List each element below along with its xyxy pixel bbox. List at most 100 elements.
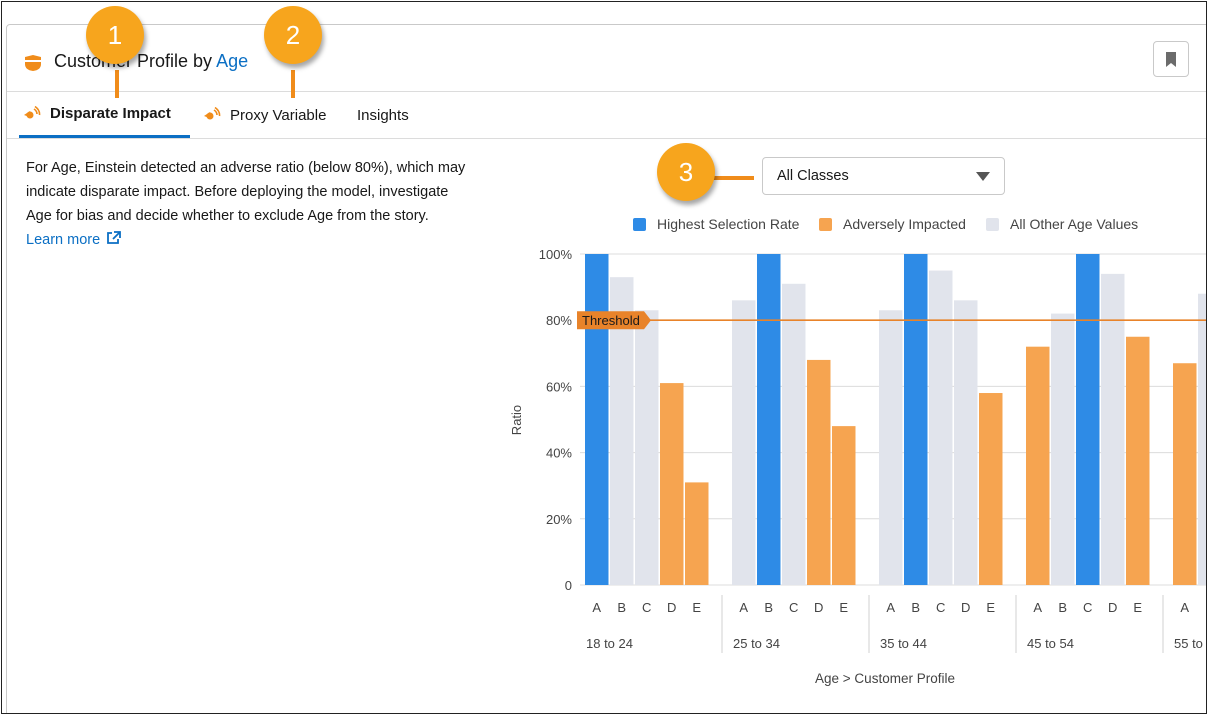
- bar-other: [1101, 273, 1125, 585]
- legend-label: All Other Age Values: [1010, 216, 1139, 232]
- bar-adverse: [832, 426, 856, 585]
- bar-adverse: [660, 383, 684, 585]
- group-label: 18 to 24: [586, 636, 633, 651]
- tab-insights[interactable]: Insights: [357, 92, 409, 138]
- selected-class: All Classes: [777, 168, 849, 184]
- x-tick-label: E: [692, 600, 701, 615]
- callout-pointer: [115, 70, 119, 98]
- bar-adverse: [1173, 363, 1197, 585]
- x-tick-label: C: [642, 600, 651, 615]
- legend-swatch: [819, 217, 832, 231]
- x-axis-label: Age > Customer Profile: [815, 671, 955, 686]
- bar-other: [879, 310, 903, 585]
- bar-other: [929, 270, 953, 585]
- y-tick-label: 60%: [546, 379, 572, 394]
- callout-pointer: [712, 176, 754, 180]
- callout-pointer: [291, 70, 295, 98]
- bar-other: [954, 300, 978, 585]
- callout-number: 2: [285, 19, 301, 50]
- bookmark-icon: [1166, 52, 1176, 67]
- threshold-label: Threshold: [582, 313, 640, 328]
- tab-label: Disparate Impact: [50, 105, 171, 122]
- x-tick-label: A: [886, 600, 895, 615]
- y-tick-label: 100%: [539, 247, 573, 262]
- legend-label: Highest Selection Rate: [657, 216, 800, 232]
- description-body: For Age, Einstein detected an adverse ra…: [26, 160, 466, 224]
- title-variable-link[interactable]: Age: [216, 51, 249, 71]
- x-tick-label: E: [986, 600, 995, 615]
- x-tick-label: A: [1180, 600, 1189, 615]
- bar-highest: [904, 254, 928, 585]
- x-tick-label: A: [1033, 600, 1042, 615]
- bar-other: [732, 300, 756, 585]
- y-tick-label: 80%: [546, 313, 572, 328]
- x-tick-label: B: [617, 600, 626, 615]
- bar-adverse: [807, 359, 831, 585]
- x-tick-label: E: [1133, 600, 1142, 615]
- x-tick-label: D: [814, 600, 823, 615]
- x-tick-label: E: [839, 600, 848, 615]
- x-tick-label: B: [1058, 600, 1067, 615]
- bar-highest: [1076, 254, 1100, 585]
- bar-other: [1051, 313, 1075, 585]
- y-axis-label: Ratio: [509, 405, 524, 435]
- bar-highest: [757, 254, 781, 585]
- x-tick-label: D: [1108, 600, 1117, 615]
- tab-label: Proxy Variable: [230, 106, 327, 124]
- external-link-icon: [107, 231, 122, 244]
- x-tick-label: D: [667, 600, 676, 615]
- disparate-impact-chart: 0 20% 40% 60% 80% 100% Ratio A B C D E 18 to 24 A B C D E…: [509, 247, 1206, 686]
- bookmark-button[interactable]: [1153, 41, 1189, 77]
- x-tick-label: C: [936, 600, 945, 615]
- legend-item-highest: Highest Selection Rate: [633, 216, 799, 232]
- bar-adverse: [1026, 346, 1050, 585]
- callout-badge-2: 2: [264, 6, 322, 64]
- bar-other: [610, 277, 634, 585]
- legend-swatch: [633, 217, 646, 231]
- alert-speaker-icon: [24, 105, 41, 118]
- y-tick-label: 20%: [546, 512, 572, 527]
- legend-swatch: [986, 217, 999, 231]
- bar-other: [635, 310, 659, 585]
- bar-adverse: [1126, 336, 1150, 585]
- x-tick-label: B: [911, 600, 920, 615]
- x-tick-label: C: [789, 600, 798, 615]
- group-label: 25 to 34: [733, 636, 780, 651]
- legend-item-other: All Other Age Values: [986, 216, 1138, 232]
- tab-label: Insights: [357, 106, 409, 124]
- y-tick-label: 0: [565, 578, 572, 593]
- group-label: 55 to: [1174, 636, 1203, 651]
- alert-speaker-icon: [204, 107, 221, 120]
- bar-highest: [585, 254, 609, 585]
- legend-label: Adversely Impacted: [843, 216, 966, 232]
- bar-other: [782, 283, 806, 585]
- learn-more-label: Learn more: [26, 232, 101, 248]
- bar-adverse: [979, 393, 1003, 585]
- legend-item-adverse: Adversely Impacted: [819, 216, 966, 232]
- card-header: Customer Profile by Age: [7, 25, 1206, 92]
- tab-proxy-variable[interactable]: Proxy Variable: [203, 92, 326, 138]
- x-tick-label: C: [1083, 600, 1092, 615]
- tab-bar: Disparate Impact Proxy Variable Insights: [7, 92, 1206, 139]
- bar-adverse: [685, 482, 709, 585]
- callout-number: 3: [678, 156, 694, 187]
- x-tick-label: A: [739, 600, 748, 615]
- feature-card: Customer Profile by Age Disparate Impact: [6, 24, 1206, 713]
- x-tick-label: B: [764, 600, 773, 615]
- tab-disparate-impact[interactable]: Disparate Impact: [19, 92, 190, 138]
- y-tick-label: 40%: [546, 446, 572, 461]
- group-label: 45 to 54: [1027, 636, 1074, 651]
- x-tick-label: D: [961, 600, 970, 615]
- callout-number: 1: [107, 19, 123, 50]
- threshold-marker: [577, 311, 651, 330]
- shield-icon: [25, 55, 41, 71]
- chevron-down-icon: [976, 172, 990, 181]
- class-filter-select[interactable]: All Classes: [762, 157, 1005, 195]
- callout-badge-1: 1: [86, 6, 144, 64]
- x-tick-label: A: [592, 600, 601, 615]
- callout-badge-3: 3: [657, 143, 715, 201]
- learn-more-link[interactable]: Learn more: [26, 231, 122, 248]
- page-title: Customer Profile by Age: [54, 51, 248, 72]
- group-label: 35 to 44: [880, 636, 927, 651]
